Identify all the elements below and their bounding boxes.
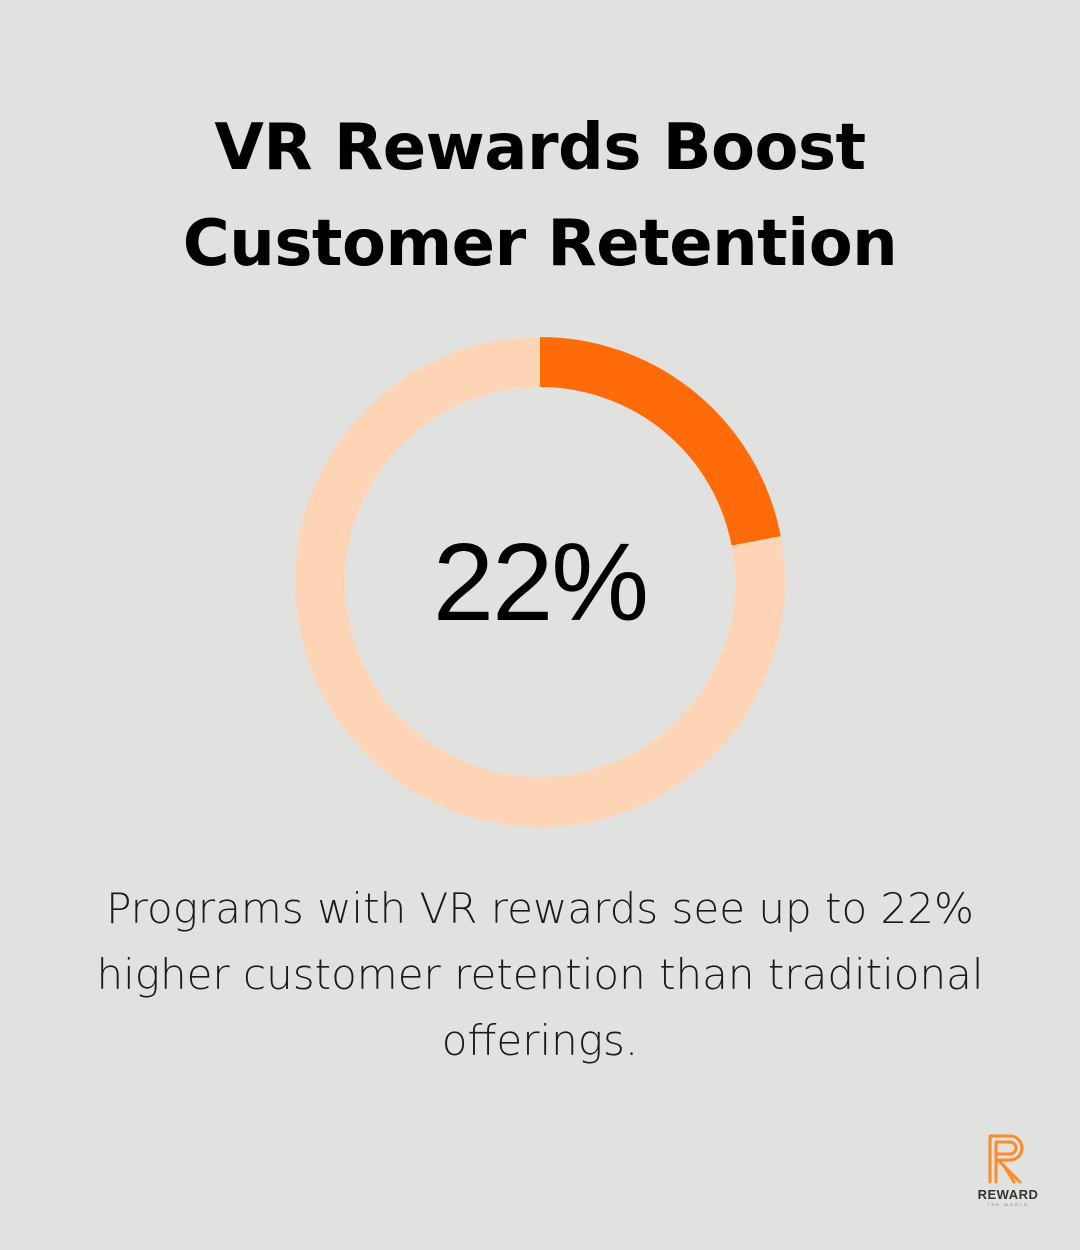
reward-logo-icon [988, 1134, 1024, 1184]
logo-tagline: THE WORLD [987, 1202, 1029, 1207]
chart-title-line-1: VR Rewards Boost [214, 111, 866, 185]
donut-chart-svg [295, 337, 785, 827]
donut-chart: 22% [290, 332, 790, 832]
brand-logo: REWARD THE WORLD [968, 1132, 1048, 1212]
center-percentage: 22% [432, 520, 649, 644]
logo-wordmark: REWARD [977, 1187, 1039, 1202]
chart-title: VR Rewards Boost Customer Retention [60, 100, 1020, 292]
chart-description: Programs with VR rewards see up to 22% h… [96, 884, 984, 1065]
chart-title-line-2: Customer Retention [182, 207, 898, 281]
donut-value-segment [539, 337, 781, 546]
